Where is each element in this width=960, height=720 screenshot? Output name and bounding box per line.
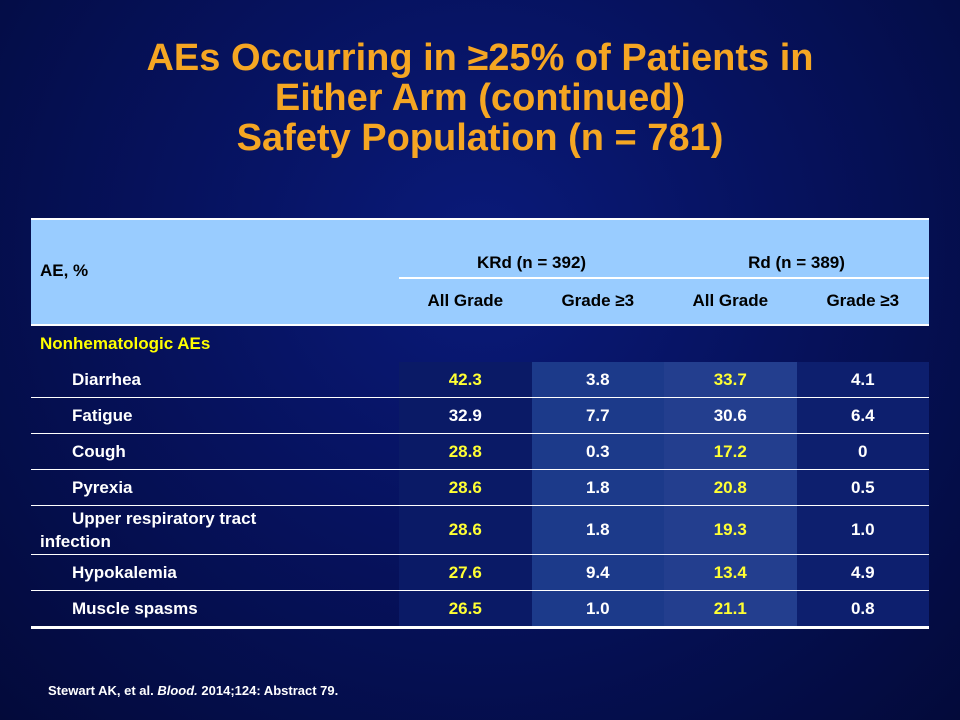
table-header-row: AE, % KRd (n = 392) Rd (n = 389) <box>31 219 930 325</box>
ae-name: Diarrhea <box>31 362 399 398</box>
krd-grade3-value: 9.4 <box>531 554 665 591</box>
row-header-label: AE, % <box>31 219 399 325</box>
krd-all-grade-value: 28.8 <box>399 433 532 470</box>
rd-grade3-value: 4.9 <box>796 554 930 591</box>
ae-name: Cough <box>31 433 399 470</box>
table-row: Pyrexia 28.6 1.8 20.8 0.5 <box>31 469 930 506</box>
krd-grade3-value: 1.0 <box>531 590 665 629</box>
krd-all-grade-value: 28.6 <box>399 505 532 555</box>
citation-journal: Blood. <box>157 683 198 698</box>
rd-grade3-value: 6.4 <box>796 397 930 434</box>
rd-grade3-value: 0.8 <box>796 590 930 629</box>
krd-grade3-value: 1.8 <box>531 469 665 506</box>
title-line-1: AEs Occurring in ≥25% of Patients in <box>146 37 814 79</box>
krd-all-grade-value: 27.6 <box>399 554 532 591</box>
rd-grade3-value: 0.5 <box>796 469 930 506</box>
citation: Stewart AK, et al. Blood. 2014;124: Abst… <box>48 683 338 698</box>
ae-name: Pyrexia <box>31 469 399 506</box>
table-row: Muscle spasms 26.5 1.0 21.1 0.8 <box>31 590 930 629</box>
table-row: Cough 28.8 0.3 17.2 0 <box>31 433 930 470</box>
section-label: Nonhematologic AEs <box>31 324 930 362</box>
table-row: Upper respiratory tract infection 28.6 1.… <box>31 505 930 555</box>
krd-grade3-value: 1.8 <box>531 505 665 555</box>
subheader-krd-grade3: Grade ≥3 <box>531 278 665 325</box>
ae-name: Muscle spasms <box>31 590 399 629</box>
ae-name: Fatigue <box>31 397 399 434</box>
adverse-events-table: AE, % KRd (n = 392) Rd (n = 389) All Gra… <box>31 218 930 629</box>
krd-grade3-value: 0.3 <box>531 433 665 470</box>
subheader-krd-all-grade: All Grade <box>399 278 532 325</box>
section-row: Nonhematologic AEs <box>31 324 930 362</box>
rd-all-grade-value: 20.8 <box>664 469 797 506</box>
rd-grade3-value: 1.0 <box>796 505 930 555</box>
krd-grade3-value: 7.7 <box>531 397 665 434</box>
rd-all-grade-value: 13.4 <box>664 554 797 591</box>
subheader-rd-all-grade: All Grade <box>664 278 797 325</box>
rd-all-grade-value: 17.2 <box>664 433 797 470</box>
rd-grade3-value: 0 <box>796 433 930 470</box>
krd-all-grade-value: 26.5 <box>399 590 532 629</box>
title-line-2: Either Arm (continued) <box>274 77 686 119</box>
ae-name: Hypokalemia <box>31 554 399 591</box>
table-subheader-row: All Grade Grade ≥3 All Grade Grade ≥3 <box>31 278 930 325</box>
krd-grade3-value: 3.8 <box>531 362 665 398</box>
krd-all-grade-value: 42.3 <box>399 362 532 398</box>
krd-all-grade-value: 28.6 <box>399 469 532 506</box>
title-line-3: Safety Population (n = 781) <box>236 117 724 159</box>
group-header-krd: KRd (n = 392) <box>399 219 665 278</box>
krd-all-grade-value: 32.9 <box>399 397 532 434</box>
slide-title: AEs Occurring in ≥25% of Patients in Eit… <box>0 38 960 158</box>
table-row: Fatigue 32.9 7.7 30.6 6.4 <box>31 397 930 434</box>
ae-name: Upper respiratory tract infection <box>31 505 399 555</box>
rd-all-grade-value: 21.1 <box>664 590 797 629</box>
group-header-rd: Rd (n = 389) <box>664 219 930 278</box>
rd-grade3-value: 4.1 <box>796 362 930 398</box>
rd-all-grade-value: 30.6 <box>664 397 797 434</box>
subheader-rd-grade3: Grade ≥3 <box>796 278 930 325</box>
rd-all-grade-value: 33.7 <box>664 362 797 398</box>
table-row: Diarrhea 42.3 3.8 33.7 4.1 <box>31 362 930 398</box>
citation-authors: Stewart AK, et al. <box>48 683 154 698</box>
citation-details: 2014;124: Abstract 79. <box>201 683 339 698</box>
table-row: Hypokalemia 27.6 9.4 13.4 4.9 <box>31 554 930 591</box>
rd-all-grade-value: 19.3 <box>664 505 797 555</box>
